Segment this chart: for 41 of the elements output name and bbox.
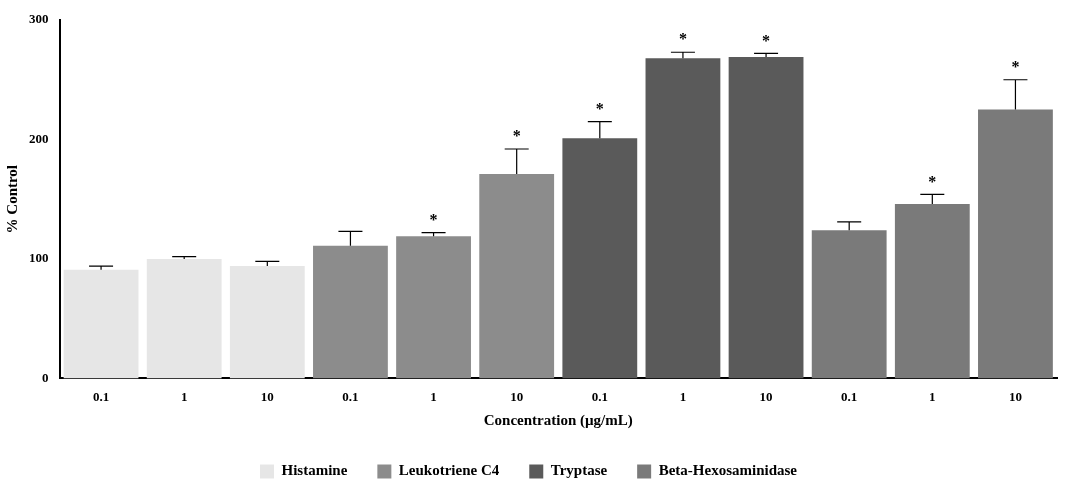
y-tick-label: 200 <box>29 130 49 146</box>
bar <box>728 57 804 379</box>
data-label: * <box>928 172 937 190</box>
x-tick-label: 1 <box>430 388 437 404</box>
bar <box>562 138 638 379</box>
x-tick-label: 10 <box>260 388 274 404</box>
bar <box>645 58 721 379</box>
data-label: * <box>512 127 521 145</box>
bar <box>811 230 887 379</box>
x-tick-label: 10 <box>759 388 773 404</box>
legend-label: Tryptase <box>550 462 608 479</box>
legend-label: Leukotriene C4 <box>398 462 500 479</box>
bar <box>313 245 388 379</box>
legend-label: Beta-Hexosaminidase <box>658 462 798 479</box>
data-label: * <box>678 30 687 48</box>
bar <box>396 236 471 379</box>
x-tick-label: 1 <box>180 388 188 404</box>
bar <box>63 269 139 379</box>
legend-label: Histamine <box>281 462 348 479</box>
x-axis-title: Concentration (µg/mL) <box>483 411 633 429</box>
y-tick-label: 300 <box>29 11 49 27</box>
x-tick-label: 0.1 <box>92 388 110 404</box>
bar <box>146 258 222 379</box>
x-tick-label: 0.1 <box>591 388 608 404</box>
x-tick-label: 0.1 <box>342 388 359 404</box>
bar <box>894 203 970 379</box>
y-tick-label: 100 <box>29 250 49 266</box>
bar <box>978 109 1053 379</box>
bar <box>479 174 555 379</box>
data-label: * <box>595 99 604 117</box>
x-tick-label: 10 <box>510 388 524 404</box>
data-label: * <box>429 210 438 228</box>
bar <box>229 266 305 379</box>
x-tick-label: 1 <box>929 388 936 404</box>
data-label: * <box>762 31 771 49</box>
x-tick-label: 10 <box>1008 388 1022 404</box>
data-label: * <box>1011 57 1020 75</box>
x-tick-label: 0.1 <box>841 388 858 404</box>
y-tick-label: 0 <box>42 369 49 385</box>
x-tick-label: 1 <box>679 388 687 404</box>
y-axis-title: % Control <box>3 164 20 234</box>
